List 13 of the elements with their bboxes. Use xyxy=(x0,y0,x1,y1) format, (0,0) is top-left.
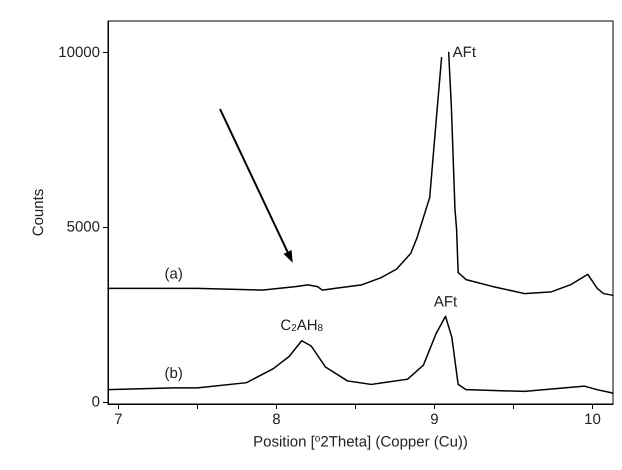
annotation: (a) xyxy=(164,265,183,282)
annotation: AFt xyxy=(452,44,477,61)
x-tick-label: 7 xyxy=(114,411,123,428)
x-tick-label: 10 xyxy=(584,411,601,428)
x-tick-label: 8 xyxy=(272,411,281,428)
x-tick-label: 9 xyxy=(430,411,439,428)
annotation: AFt xyxy=(434,293,458,310)
annotation: (b) xyxy=(164,364,183,382)
annotation: C2AH8 xyxy=(280,317,324,334)
y-tick-label: 5000 xyxy=(66,218,100,236)
y-tick-label: 10000 xyxy=(58,44,100,61)
y-tick-label: 0 xyxy=(92,393,100,410)
y-axis-title: Counts xyxy=(30,188,47,236)
